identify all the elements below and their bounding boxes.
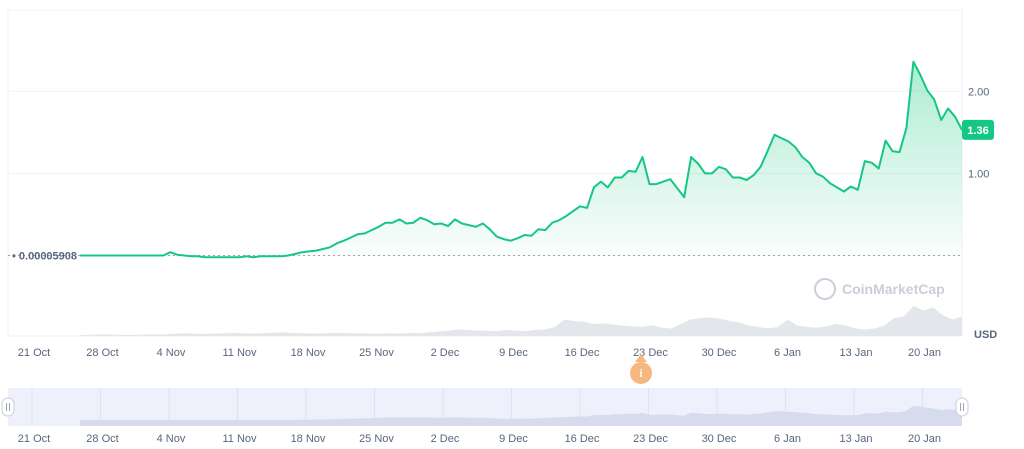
navigator-x-tick-label: 23 Dec	[633, 433, 668, 445]
x-tick-label: 13 Jan	[839, 347, 872, 359]
x-tick-label: 21 Oct	[18, 347, 50, 359]
navigator-handle-left[interactable]	[1, 397, 15, 417]
x-axis: 21 Oct 28 Oct 4 Nov 11 Nov 18 Nov 25 Nov 2 Dec…	[18, 347, 941, 359]
x-tick-label: 2 Dec	[431, 347, 460, 359]
navigator-x-tick-label: 11 Nov	[222, 433, 257, 445]
price-series	[80, 60, 963, 259]
info-icon	[630, 362, 652, 384]
y-tick-label: 1.00	[968, 168, 989, 180]
watermark: CoinMarketCap	[814, 278, 945, 300]
price-line	[80, 60, 963, 259]
y-tick-label: 2.00	[968, 86, 989, 98]
info-marker-pointer	[635, 354, 647, 362]
baseline: • 0.00005908	[8, 251, 962, 263]
navigator-x-tick-label: 6 Jan	[774, 433, 801, 445]
y-unit-label: USD	[974, 329, 997, 341]
badge-bg	[962, 119, 994, 140]
navigator-x-tick-label: 13 Jan	[839, 433, 872, 445]
x-tick-label: 9 Dec	[499, 347, 528, 359]
info-marker[interactable]: i	[630, 354, 652, 384]
x-tick-label: 6 Jan	[774, 347, 801, 359]
grid-lines	[7, 9, 963, 337]
navigator-handle-right[interactable]	[955, 397, 969, 417]
navigator-x-tick-label: 2 Dec	[431, 433, 460, 445]
x-tick-label: 11 Nov	[222, 347, 257, 359]
navigator-x-tick-label: 4 Nov	[157, 433, 186, 445]
x-tick-label: 16 Dec	[565, 347, 600, 359]
navigator-series	[80, 405, 962, 426]
navigator-x-tick-label: 30 Dec	[702, 433, 737, 445]
x-tick-label: 4 Nov	[157, 347, 186, 359]
navigator-x-tick-label: 18 Nov	[291, 433, 326, 445]
x-tick-label: 28 Oct	[86, 347, 118, 359]
price-area-fill	[80, 61, 962, 258]
x-tick-label: 25 Nov	[359, 347, 394, 359]
navigator-x-tick-label: 21 Oct	[18, 433, 50, 445]
y-axis: 2.00 1.00 USD	[968, 86, 997, 341]
current-price-badge: 1.36	[962, 119, 994, 140]
volume-area	[80, 306, 962, 336]
x-tick-label: 23 Dec	[633, 347, 668, 359]
badge-value: 1.36	[967, 125, 988, 137]
volume-series	[80, 306, 962, 336]
x-tick-label: 30 Dec	[702, 347, 737, 359]
watermark-text: CoinMarketCap	[842, 281, 945, 297]
navigator-x-tick-label: 16 Dec	[565, 433, 600, 445]
baseline-label: • 0.00005908	[12, 251, 77, 263]
navigator-x-tick-label: 20 Jan	[908, 433, 941, 445]
x-tick-label: 20 Jan	[908, 347, 941, 359]
watermark-logo	[814, 278, 836, 300]
navigator-x-tick-label: 28 Oct	[86, 433, 118, 445]
x-tick-label: 18 Nov	[291, 347, 326, 359]
navigator-x-tick-label: 25 Nov	[359, 433, 394, 445]
info-icon-label: i	[639, 368, 642, 380]
navigator-x-tick-label: 9 Dec	[499, 433, 528, 445]
price-area	[80, 61, 962, 258]
navigator[interactable]: 21 Oct 28 Oct 4 Nov 11 Nov 18 Nov 25 Nov 2 Dec…	[1, 388, 969, 445]
